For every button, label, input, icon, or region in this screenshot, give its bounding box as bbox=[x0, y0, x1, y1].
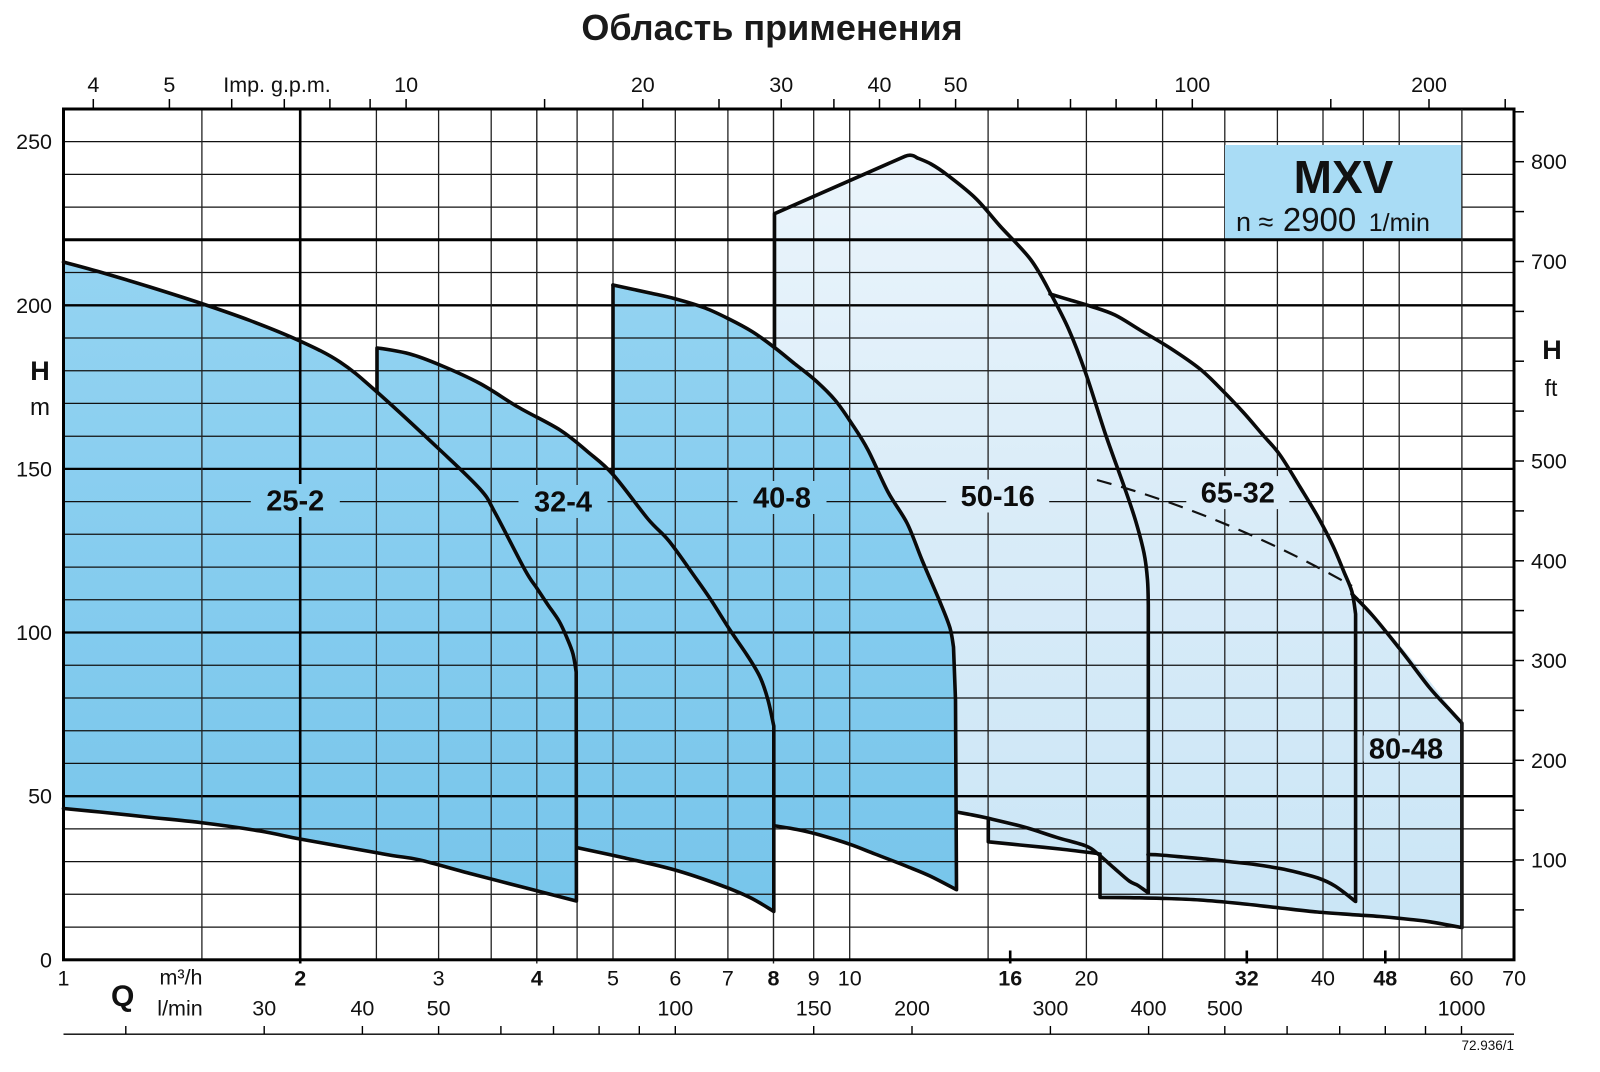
svg-text:Область применения: Область применения bbox=[581, 7, 962, 48]
svg-text:60: 60 bbox=[1450, 967, 1474, 991]
svg-text:400: 400 bbox=[1131, 997, 1167, 1021]
svg-text:30: 30 bbox=[252, 997, 276, 1021]
svg-text:MXV: MXV bbox=[1294, 151, 1394, 203]
svg-text:500: 500 bbox=[1207, 997, 1243, 1021]
svg-text:3: 3 bbox=[433, 967, 445, 991]
svg-text:50: 50 bbox=[28, 785, 52, 809]
svg-text:l/min: l/min bbox=[157, 997, 202, 1021]
svg-text:400: 400 bbox=[1531, 549, 1567, 573]
svg-text:300: 300 bbox=[1032, 997, 1068, 1021]
svg-text:100: 100 bbox=[1531, 849, 1567, 873]
svg-text:6: 6 bbox=[669, 967, 681, 991]
svg-text:16: 16 bbox=[998, 967, 1022, 991]
svg-text:700: 700 bbox=[1531, 250, 1567, 274]
svg-text:32-4: 32-4 bbox=[534, 487, 592, 519]
svg-text:5: 5 bbox=[607, 967, 619, 991]
svg-text:m³/h: m³/h bbox=[160, 966, 203, 990]
svg-text:Q: Q bbox=[111, 980, 134, 1013]
svg-text:40-8: 40-8 bbox=[753, 483, 811, 515]
svg-text:50: 50 bbox=[944, 73, 968, 97]
svg-text:m: m bbox=[30, 394, 50, 421]
svg-text:10: 10 bbox=[838, 967, 862, 991]
svg-text:9: 9 bbox=[808, 967, 820, 991]
svg-text:200: 200 bbox=[16, 294, 52, 318]
svg-text:200: 200 bbox=[894, 997, 930, 1021]
svg-text:30: 30 bbox=[769, 73, 793, 97]
svg-text:50-16: 50-16 bbox=[961, 481, 1035, 513]
svg-text:100: 100 bbox=[16, 621, 52, 645]
svg-text:500: 500 bbox=[1531, 450, 1567, 474]
svg-text:32: 32 bbox=[1235, 967, 1259, 991]
svg-text:48: 48 bbox=[1373, 967, 1397, 991]
svg-text:5: 5 bbox=[163, 73, 175, 97]
svg-text:1: 1 bbox=[58, 967, 70, 991]
svg-text:70: 70 bbox=[1502, 967, 1526, 991]
svg-text:200: 200 bbox=[1411, 73, 1447, 97]
svg-text:40: 40 bbox=[350, 997, 374, 1021]
svg-text:800: 800 bbox=[1531, 150, 1567, 174]
svg-text:65-32: 65-32 bbox=[1201, 478, 1275, 510]
svg-text:H: H bbox=[1542, 335, 1562, 365]
svg-text:25-2: 25-2 bbox=[266, 486, 324, 518]
svg-text:H: H bbox=[30, 356, 50, 386]
svg-text:80-48: 80-48 bbox=[1369, 734, 1443, 766]
svg-text:1000: 1000 bbox=[1438, 997, 1486, 1021]
svg-text:Imp. g.p.m.: Imp. g.p.m. bbox=[223, 73, 331, 97]
svg-text:50: 50 bbox=[427, 997, 451, 1021]
svg-text:8: 8 bbox=[768, 967, 780, 991]
svg-text:4: 4 bbox=[87, 73, 99, 97]
svg-text:20: 20 bbox=[631, 73, 655, 97]
svg-text:100: 100 bbox=[657, 997, 693, 1021]
svg-text:150: 150 bbox=[16, 457, 52, 481]
svg-text:40: 40 bbox=[868, 73, 892, 97]
svg-text:72.936/1: 72.936/1 bbox=[1461, 1038, 1514, 1053]
svg-text:300: 300 bbox=[1531, 649, 1567, 673]
svg-text:40: 40 bbox=[1311, 967, 1335, 991]
svg-text:7: 7 bbox=[722, 967, 734, 991]
svg-text:100: 100 bbox=[1174, 73, 1210, 97]
svg-text:20: 20 bbox=[1074, 967, 1098, 991]
svg-text:150: 150 bbox=[796, 997, 832, 1021]
svg-text:200: 200 bbox=[1531, 749, 1567, 773]
svg-text:ft: ft bbox=[1545, 375, 1558, 401]
svg-text:4: 4 bbox=[531, 967, 543, 991]
svg-text:10: 10 bbox=[394, 73, 418, 97]
svg-text:0: 0 bbox=[40, 948, 52, 972]
svg-text:2: 2 bbox=[294, 967, 306, 991]
svg-text:250: 250 bbox=[16, 130, 52, 154]
